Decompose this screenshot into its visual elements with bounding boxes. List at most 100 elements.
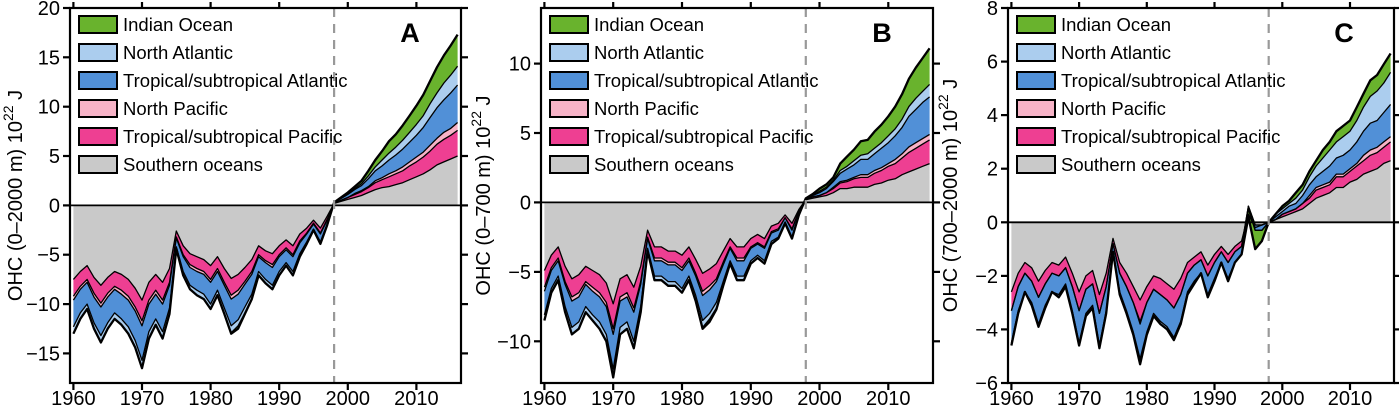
band-boundary-line bbox=[543, 96, 931, 370]
x-tick-labels: 1960 1970 1980 1990 2000 2010 bbox=[522, 388, 910, 410]
legend-swatch-trop_atlantic bbox=[78, 71, 118, 90]
y-tick-label: 4 bbox=[987, 105, 998, 127]
y-axis-label-exponent: 22 bbox=[468, 111, 484, 127]
axis-ticks bbox=[63, 2, 468, 390]
legend-label: Indian Ocean bbox=[123, 14, 233, 35]
y-tick-label: 6 bbox=[987, 52, 998, 74]
legend-swatch-indian bbox=[1016, 15, 1056, 34]
panel-C: 1960 1970 1980 1990 2000 2010 −6 −4 −2 0 2 4 6 8 OHC (… bbox=[935, 0, 1399, 410]
legend-swatch-trop_atlantic bbox=[549, 71, 589, 90]
x-tick-label: 2000 bbox=[326, 388, 371, 410]
y-tick-label: −5 bbox=[37, 245, 60, 267]
y-tick-label: 15 bbox=[38, 47, 60, 69]
y-axis-label-base: OHC (0–2000 m) 10 bbox=[5, 121, 27, 301]
legend-swatch-north_pacific bbox=[78, 99, 118, 118]
legend-label: Tropical/subtropical Pacific bbox=[594, 126, 813, 147]
legend-swatch-north_atlantic bbox=[78, 43, 118, 62]
legend-item-trop_atlantic: Tropical/subtropical Atlantic bbox=[549, 70, 819, 91]
y-tick-labels: −6 −4 −2 0 2 4 6 8 bbox=[975, 0, 998, 395]
y-tick-label: −10 bbox=[497, 331, 531, 353]
legend-label: Southern oceans bbox=[594, 154, 734, 175]
panel-letter: B bbox=[872, 18, 892, 48]
legend-label: North Atlantic bbox=[594, 42, 704, 63]
x-tick-label: 1980 bbox=[188, 388, 233, 410]
y-tick-label: 2 bbox=[987, 159, 998, 181]
y-axis-label-exponent: 22 bbox=[0, 105, 16, 121]
legend-item-southern: Southern oceans bbox=[78, 154, 263, 175]
band-boundary-line bbox=[1010, 160, 1391, 301]
total-envelope-line bbox=[72, 33, 459, 370]
y-tick-label: 8 bbox=[987, 0, 998, 20]
y-tick-label: 5 bbox=[49, 146, 60, 168]
legend-item-trop_pacific: Tropical/subtropical Pacific bbox=[549, 126, 813, 147]
y-tick-label: −15 bbox=[26, 343, 60, 365]
plot-frame bbox=[68, 6, 463, 385]
plot-frame bbox=[1006, 6, 1396, 385]
legend-swatch-indian bbox=[549, 15, 589, 34]
legend-label: North Pacific bbox=[1061, 98, 1166, 119]
band-boundary-line bbox=[72, 155, 458, 301]
legend-item-trop_atlantic: Tropical/subtropical Atlantic bbox=[1016, 70, 1286, 91]
legend-item-southern: Southern oceans bbox=[1016, 154, 1201, 175]
y-tick-label: 5 bbox=[520, 123, 531, 145]
x-tick-labels: 1960 1970 1980 1990 2000 2010 bbox=[989, 388, 1372, 410]
x-tick-label: 1970 bbox=[120, 388, 165, 410]
legend-item-north_atlantic: North Atlantic bbox=[1016, 42, 1171, 63]
legend-item-indian: Indian Ocean bbox=[549, 14, 704, 35]
band-boundary-line bbox=[543, 139, 930, 330]
band-boundary-line bbox=[72, 122, 459, 327]
legend-swatch-trop_pacific bbox=[1016, 127, 1056, 146]
legend-swatch-north_pacific bbox=[1016, 99, 1056, 118]
legend-swatch-indian bbox=[78, 15, 118, 34]
panel-A: 1960 1970 1980 1990 2000 2010 −15 −10 −5 0 5 10 15 20… bbox=[0, 0, 468, 410]
legend-label: North Pacific bbox=[594, 98, 699, 119]
y-tick-label: −4 bbox=[975, 319, 998, 341]
legend-item-north_pacific: North Pacific bbox=[78, 98, 228, 119]
legend-label: Southern oceans bbox=[1061, 154, 1201, 175]
legend-item-north_atlantic: North Atlantic bbox=[549, 42, 704, 63]
total-envelope-line bbox=[543, 47, 931, 379]
y-axis-label-unit: J bbox=[940, 79, 962, 95]
panel-B: 1960 1970 1980 1990 2000 2010 −10 −5 0 5 10 OHC (0–… bbox=[468, 2, 940, 410]
y-tick-label: 10 bbox=[509, 54, 531, 76]
x-tick-label: 1960 bbox=[989, 388, 1034, 410]
legend-label: Tropical/subtropical Atlantic bbox=[594, 70, 819, 91]
band-trop_pacific bbox=[1011, 141, 1391, 322]
band-boundary-line bbox=[543, 162, 930, 305]
y-axis-label-exponent: 22 bbox=[935, 94, 951, 110]
y-axis-label-unit: J bbox=[5, 90, 27, 106]
y-axis-label: OHC (0–700 m) 1022 J bbox=[468, 95, 495, 295]
y-tick-label: 0 bbox=[49, 195, 60, 217]
x-tick-label: 1990 bbox=[257, 388, 302, 410]
total-envelope-line bbox=[1010, 52, 1392, 366]
x-tick-label: 2010 bbox=[394, 388, 439, 410]
legend-label: Tropical/subtropical Atlantic bbox=[1061, 70, 1286, 91]
legend-label: Tropical/subtropical Pacific bbox=[123, 126, 342, 147]
x-tick-label: 2010 bbox=[1328, 388, 1373, 410]
legend-item-southern: Southern oceans bbox=[549, 154, 734, 175]
x-tick-label: 1970 bbox=[1057, 388, 1102, 410]
legend-swatch-trop_pacific bbox=[549, 127, 589, 146]
band-boundary-line bbox=[1010, 136, 1391, 325]
legend-swatch-southern bbox=[78, 155, 118, 174]
legend-label: Tropical/subtropical Atlantic bbox=[123, 70, 348, 91]
legend-item-trop_atlantic: Tropical/subtropical Atlantic bbox=[78, 70, 348, 91]
y-tick-label: 10 bbox=[38, 97, 60, 119]
y-axis-label-unit: J bbox=[473, 95, 495, 111]
band-boundary-line bbox=[72, 84, 459, 361]
y-tick-labels: −10 −5 0 5 10 bbox=[497, 54, 531, 354]
stacked-bands bbox=[73, 34, 458, 369]
legend-label: Indian Ocean bbox=[1061, 14, 1171, 35]
x-tick-label: 2010 bbox=[866, 388, 911, 410]
legend: Indian Ocean North Atlantic Tropical/subtr… bbox=[549, 14, 819, 175]
legend-swatch-southern bbox=[549, 155, 589, 174]
y-tick-label: 20 bbox=[38, 0, 60, 20]
y-tick-labels: −15 −10 −5 0 5 10 15 20 bbox=[26, 0, 60, 365]
legend: Indian Ocean North Atlantic Tropical/subtr… bbox=[1016, 14, 1286, 175]
y-tick-label: 0 bbox=[987, 212, 998, 234]
x-tick-label: 1990 bbox=[729, 388, 774, 410]
x-tick-label: 1970 bbox=[591, 388, 636, 410]
legend-item-north_pacific: North Pacific bbox=[549, 98, 699, 119]
